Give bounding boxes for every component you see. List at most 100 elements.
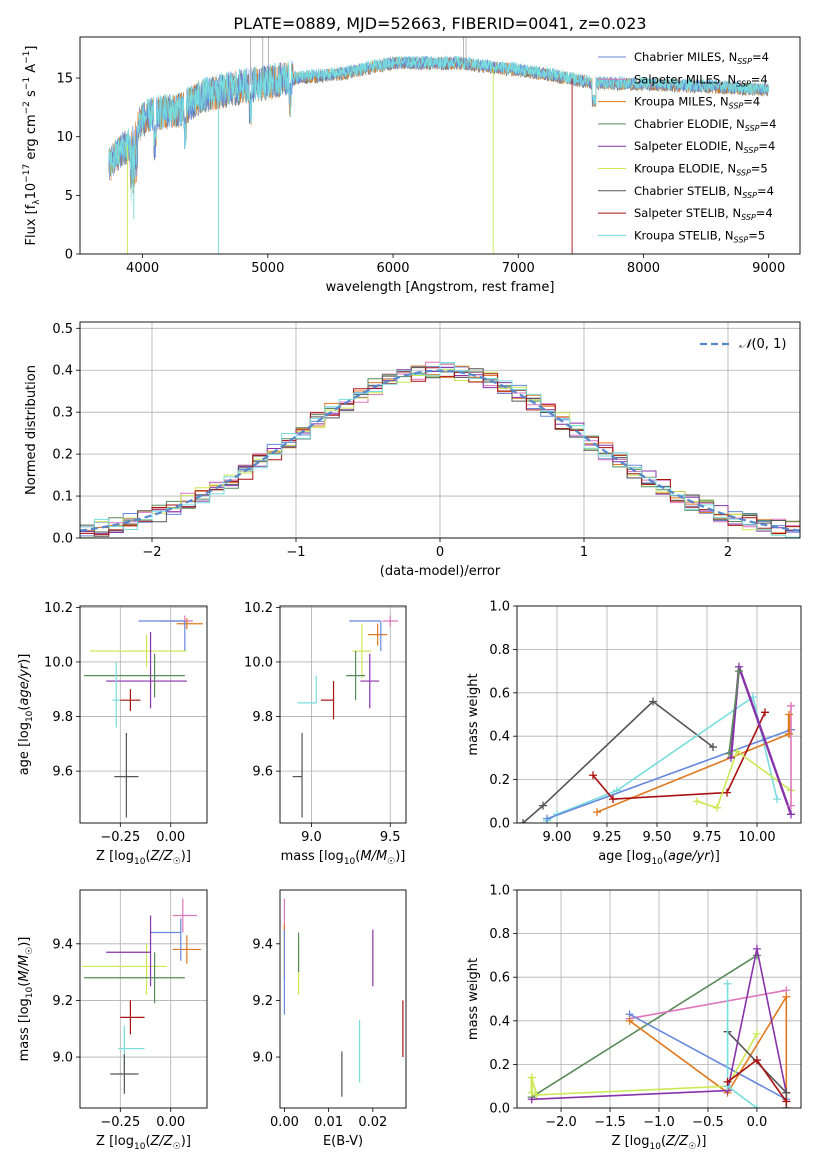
point-salpeter_elodie [360, 653, 380, 709]
marker [752, 1056, 761, 1065]
y-tick-label: 15 [56, 72, 73, 87]
series-salpeter_stelib [723, 1056, 791, 1106]
y-tick-label: 5 [65, 189, 73, 204]
marker [752, 1029, 761, 1038]
y-axis-label: age [log10(age/yr)] [17, 654, 35, 776]
point-salpeter_elodie [106, 631, 187, 709]
y-tick-label: 9.0 [52, 1051, 73, 1066]
plot-area [517, 606, 801, 823]
y-tick-label: 0.4 [489, 730, 510, 745]
axes-frame [279, 605, 407, 824]
marker [539, 801, 547, 810]
marker [761, 708, 769, 717]
point-chabrier_stelib [114, 732, 139, 818]
panel-z_age: −0.25 0.00 9.6 9.8 10.0 10.2 Z [log10(Z/Z☉)] ag… [17, 601, 208, 867]
y-tick-label: 0.2 [489, 773, 510, 788]
legend-entry: Salpeter MILES, NSSP=4 [634, 72, 768, 88]
marker [532, 1090, 541, 1099]
x-tick-label: −0.25 [100, 830, 140, 845]
y-tick-label: 0.8 [489, 927, 510, 942]
plot-area [80, 322, 800, 538]
y-tick-label: 9.4 [52, 937, 73, 952]
plot-area [280, 606, 406, 823]
point-salpeter_elodie [106, 915, 152, 987]
panel-z_mass: −0.25 0.00 9.0 9.2 9.4 Z [log10(Z/Z☉)] mass [l… [17, 889, 208, 1152]
y-tick-label: 9.8 [52, 710, 73, 725]
panel-residuals: −2 −1 0 1 2 0.0 0.1 0.2 0.3 0.4 0.5 (data-model)/er… [24, 321, 801, 579]
marker [649, 697, 657, 706]
x-tick-label: 7000 [502, 261, 535, 276]
marker [752, 1104, 761, 1108]
y-tick-label: 0.2 [489, 1058, 510, 1073]
y-axis-label: Flux [fλ10−17 erg cm−2 s−1 A−1] [22, 46, 42, 246]
marker [787, 810, 795, 819]
plot-area [80, 890, 207, 1108]
x-tick-label: 0.00 [270, 1115, 299, 1130]
y-tick-label: 0.6 [489, 686, 510, 701]
y-tick-label: 10.0 [44, 655, 73, 670]
marker [609, 795, 617, 804]
y-tick-label: 0.4 [52, 364, 73, 379]
x-tick-label: −1.0 [643, 1115, 675, 1130]
x-tick-label: −2 [142, 545, 161, 560]
x-tick-label: 9.0 [301, 830, 322, 845]
series-kroupa_elodie [693, 747, 795, 812]
legend-entry-normal: 𝒩(0, 1) [739, 337, 786, 352]
legend-entry: Chabrier MILES, NSSP=4 [634, 50, 769, 66]
point-chabrier_miles [150, 918, 182, 961]
point-chabrier_miles [138, 620, 186, 652]
y-tick-label: 1.0 [489, 884, 510, 899]
x-tick-label: 9.5 [380, 830, 401, 845]
marker [773, 795, 781, 804]
marker [723, 788, 731, 797]
legend-entry: Kroupa STELIB, NSSP=5 [634, 228, 765, 244]
panel-z_weight: −2.0 −1.5 −1.0 −0.5 0.0 0.0 0.2 0.4 0.6 0.8 1.0 Z [… [466, 884, 802, 1152]
y-tick-label: 0.0 [489, 817, 510, 832]
point-chabrier_stelib [110, 1054, 139, 1094]
y-tick-label: 0.6 [489, 971, 510, 986]
marker [785, 710, 793, 719]
point-kroupa_stelib [112, 661, 121, 728]
point-chabrier_elodie [346, 651, 366, 701]
plot-area [108, 37, 769, 254]
figure-title: PLATE=0889, MJD=52663, FIBERID=0041, z=0… [233, 14, 646, 33]
point-salpeter_stelib [120, 1000, 145, 1035]
y-tick-label: 1.0 [489, 600, 510, 615]
x-tick-label: 5000 [251, 261, 284, 276]
point-kroupa_miles [368, 623, 388, 646]
marker [727, 753, 735, 762]
y-tick-label: 10.2 [44, 601, 73, 616]
y-tick-label: 0.8 [489, 643, 510, 658]
legend-entry: Kroupa MILES, NSSP=4 [634, 95, 760, 111]
marker [709, 743, 717, 752]
x-tick-label: −1 [286, 545, 305, 560]
x-tick-label: 9.75 [693, 830, 722, 845]
marker [527, 1073, 536, 1082]
x-axis-label: Z [log10(Z/Z☉)] [612, 1134, 707, 1152]
marker [693, 797, 701, 806]
series-chabrier_elodie [725, 667, 743, 758]
marker [785, 730, 793, 739]
x-tick-label: 4000 [126, 261, 159, 276]
axes-frame [516, 605, 802, 824]
point-salpeter_miles [172, 898, 197, 933]
y-tick-label: 0.1 [52, 490, 73, 505]
point-chabrier_miles [349, 620, 382, 652]
x-tick-label: 6000 [376, 261, 409, 276]
y-tick-label: 0.4 [489, 1014, 510, 1029]
x-tick-label: 9.50 [643, 830, 672, 845]
x-tick-label: 2 [724, 545, 732, 560]
point-kroupa_stelib [297, 675, 317, 704]
point-salpeter_miles [382, 615, 399, 627]
x-tick-label: 0.00 [156, 830, 185, 845]
panel-age_weight: 9.00 9.25 9.50 9.75 10.00 0.0 0.2 0.4 0.6 0.8 1.0 a… [466, 600, 802, 867]
series-kroupa_miles [785, 710, 793, 739]
series-kroupa_elodie [527, 1073, 536, 1097]
x-axis-label: (data-model)/error [380, 564, 501, 579]
marker [725, 749, 733, 758]
point-kroupa_miles [176, 618, 203, 630]
marker [543, 814, 551, 823]
x-tick-label: 8000 [627, 261, 660, 276]
panel-mass_age: 9.0 9.5 9.6 9.8 10.0 10.2 mass [log10(M/M☉)] [244, 601, 407, 867]
x-tick-label: 0.01 [314, 1115, 343, 1130]
